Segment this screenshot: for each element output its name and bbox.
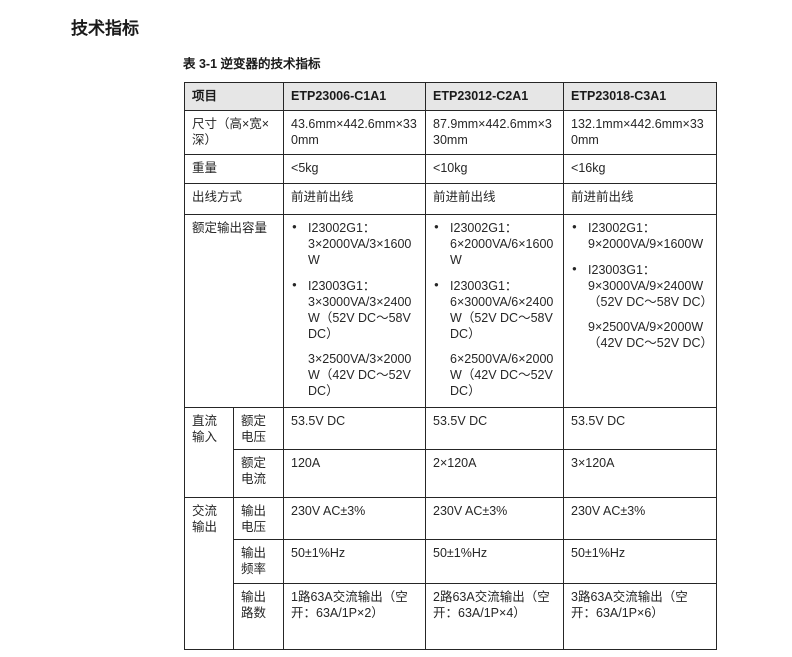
capacity-bullet-1: I23002G1：9×2000VA/9×1600W <box>571 220 710 252</box>
row-dimensions: 尺寸（高×宽×深） 43.6mm×442.6mm×330mm 87.9mm×44… <box>183 110 718 155</box>
cell-ac-circuits-2: 2路63A交流输出（空开：63A/1P×4） <box>425 583 565 650</box>
row-label-output-voltage: 输出电压 <box>232 497 285 540</box>
cell-cabling-1: 前进前出线 <box>283 183 427 215</box>
capacity-spec: I23003G1：3×3000VA/3×2400W（52V DC～58V DC） <box>308 279 412 341</box>
cell-dc-voltage-3: 53.5V DC <box>563 407 718 450</box>
row-rated-output-capacity: 额定输出容量 I23002G1：3×2000VA/3×1600W I23003G… <box>183 214 718 408</box>
row-ac-output-circuits: 输出路数 1路63A交流输出（空开：63A/1P×2） 2路63A交流输出（空开… <box>185 583 718 650</box>
table-caption: 表 3-1 逆变器的技术指标 <box>183 57 321 71</box>
row-label-rated-current: 额定电流 <box>232 449 285 498</box>
group-label-dc-input: 直流输入 <box>184 407 234 498</box>
capacity-spec: I23003G1：9×3000VA/9×2400W（52V DC～58V DC） <box>588 263 714 309</box>
header-cell-model-3: ETP23018-C3A1 <box>563 82 718 111</box>
table-header-row: 项目 ETP23006-C1A1 ETP23012-C2A1 ETP23018-… <box>183 82 718 111</box>
row-label-dimensions: 尺寸（高×宽×深） <box>183 110 285 155</box>
row-label-output-circuits: 输出路数 <box>232 583 285 650</box>
row-ac-output-voltage: 交流输出 输出电压 230V AC±3% 230V AC±3% 230V AC±… <box>184 497 718 650</box>
header-cell-item: 项目 <box>183 82 285 111</box>
cell-ac-circuits-3: 3路63A交流输出（空开：63A/1P×6） <box>563 583 718 650</box>
capacity-spec: I23002G1：9×2000VA/9×1600W <box>588 221 704 251</box>
capacity-bullet-2: I23003G1：9×3000VA/9×2400W（52V DC～58V DC）… <box>571 262 714 351</box>
capacity-spec: I23003G1：6×3000VA/6×2400W（52V DC～58V DC） <box>450 279 554 341</box>
cell-ac-circuits-1: 1路63A交流输出（空开：63A/1P×2） <box>283 583 427 650</box>
cell-dimensions-3: 132.1mm×442.6mm×330mm <box>563 110 718 155</box>
header-cell-model-1: ETP23006-C1A1 <box>283 82 427 111</box>
capacity-bullet-1: I23002G1：6×2000VA/6×1600W <box>433 220 557 268</box>
row-label-output-frequency: 输出频率 <box>232 539 285 584</box>
cell-cabling-2: 前进前出线 <box>425 183 565 215</box>
cell-capacity-2: I23002G1：6×2000VA/6×1600W I23003G1：6×300… <box>425 214 565 408</box>
cell-dc-current-1: 120A <box>283 449 427 498</box>
row-ac-output-frequency: 输出频率 50±1%Hz 50±1%Hz 50±1%Hz <box>185 539 718 584</box>
cell-dc-current-3: 3×120A <box>563 449 718 498</box>
row-dc-rated-current: 额定电流 120A 2×120A 3×120A <box>185 449 718 498</box>
cell-dimensions-2: 87.9mm×442.6mm×330mm <box>425 110 565 155</box>
cell-weight-3: <16kg <box>563 154 718 184</box>
cell-ac-voltage-3: 230V AC±3% <box>563 497 718 540</box>
capacity-spec-cont: 6×2500VA/6×2000W（42V DC～52V DC） <box>450 352 554 398</box>
spec-table: 项目 ETP23006-C1A1 ETP23012-C2A1 ETP23018-… <box>183 82 718 650</box>
cell-capacity-1: I23002G1：3×2000VA/3×1600W I23003G1：3×300… <box>283 214 427 408</box>
cell-ac-frequency-3: 50±1%Hz <box>563 539 718 584</box>
row-label-rated-output-capacity: 额定输出容量 <box>183 214 285 408</box>
cell-dc-voltage-2: 53.5V DC <box>425 407 565 450</box>
cell-capacity-3: I23002G1：9×2000VA/9×1600W I23003G1：9×300… <box>563 214 718 408</box>
row-label-weight: 重量 <box>183 154 285 184</box>
cell-cabling-3: 前进前出线 <box>563 183 718 215</box>
cell-ac-frequency-2: 50±1%Hz <box>425 539 565 584</box>
row-weight: 重量 <5kg <10kg <16kg <box>183 154 718 184</box>
cell-dc-current-2: 2×120A <box>425 449 565 498</box>
cell-weight-1: <5kg <box>283 154 427 184</box>
cell-dc-voltage-1: 53.5V DC <box>283 407 427 450</box>
cell-weight-2: <10kg <box>425 154 565 184</box>
cell-ac-frequency-1: 50±1%Hz <box>283 539 427 584</box>
capacity-spec: I23002G1：6×2000VA/6×1600W <box>450 221 554 267</box>
capacity-spec: I23002G1：3×2000VA/3×1600W <box>308 221 412 267</box>
header-cell-model-2: ETP23012-C2A1 <box>425 82 565 111</box>
capacity-bullet-1: I23002G1：3×2000VA/3×1600W <box>291 220 419 268</box>
group-label-ac-output: 交流输出 <box>184 497 234 650</box>
capacity-bullet-2: I23003G1：3×3000VA/3×2400W（52V DC～58V DC）… <box>291 278 419 399</box>
row-label-cabling: 出线方式 <box>183 183 285 215</box>
page-title: 技术指标 <box>71 19 139 38</box>
capacity-spec-cont: 9×2500VA/9×2000W（42V DC～52V DC） <box>588 320 714 350</box>
capacity-spec-cont: 3×2500VA/3×2000W（42V DC～52V DC） <box>308 352 412 398</box>
row-dc-rated-voltage: 直流输入 额定电压 53.5V DC 53.5V DC 53.5V DC <box>184 407 718 498</box>
capacity-bullet-2: I23003G1：6×3000VA/6×2400W（52V DC～58V DC）… <box>433 278 557 399</box>
row-cabling: 出线方式 前进前出线 前进前出线 前进前出线 <box>183 183 718 215</box>
cell-ac-voltage-1: 230V AC±3% <box>283 497 427 540</box>
row-label-rated-voltage: 额定电压 <box>232 407 285 450</box>
cell-dimensions-1: 43.6mm×442.6mm×330mm <box>283 110 427 155</box>
cell-ac-voltage-2: 230V AC±3% <box>425 497 565 540</box>
